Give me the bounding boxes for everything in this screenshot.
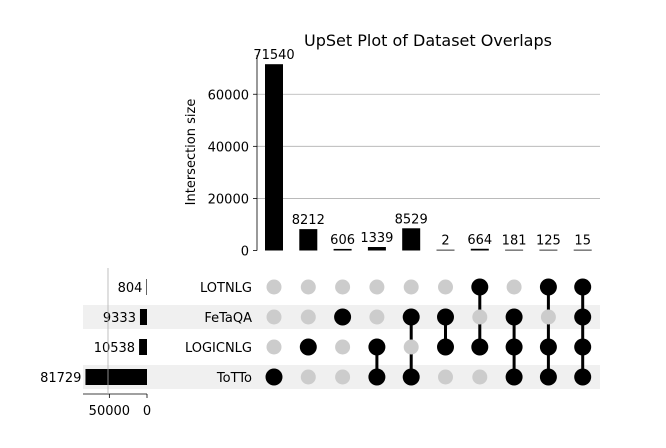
- set-size-bar: [146, 279, 147, 295]
- matrix-dot-inactive: [266, 309, 282, 325]
- matrix-dot-inactive: [540, 309, 556, 325]
- matrix-dot-inactive: [335, 369, 351, 385]
- matrix-dot-inactive: [300, 369, 316, 385]
- intersection-value-label: 2: [441, 234, 449, 249]
- intersection-bar: [265, 64, 283, 251]
- intersection-bar: [436, 249, 455, 251]
- matrix-dot-inactive: [300, 309, 316, 325]
- matrix-dot-active: [574, 338, 592, 356]
- chart-title: UpSet Plot of Dataset Overlaps: [304, 31, 552, 50]
- intersection-value-label: 181: [502, 234, 527, 249]
- intersection-bar: [333, 248, 352, 251]
- matrix-dot-active: [368, 338, 386, 356]
- set-size-tick-label: 50000: [89, 404, 130, 419]
- set-size-label: 10538: [94, 341, 135, 356]
- set-size-tick-label: 0: [143, 404, 151, 419]
- set-name-label: FeTaQA: [204, 311, 252, 326]
- set-size-label: 804: [118, 281, 143, 296]
- matrix-dot-active: [334, 308, 352, 326]
- matrix-dot-active: [574, 278, 592, 296]
- y-tick-label: 60000: [208, 88, 249, 103]
- intersection-bar: [299, 229, 318, 251]
- intersection-bar: [470, 248, 489, 251]
- intersection-value-label: 606: [330, 233, 355, 248]
- set-size-label: 9333: [103, 311, 136, 326]
- matrix-dot-active: [265, 368, 283, 386]
- intersection-value-label: 1339: [360, 231, 393, 246]
- intersection-value-label: 8212: [292, 213, 325, 228]
- set-size-label: 81729: [40, 371, 81, 386]
- matrix-dot-inactive: [403, 279, 419, 295]
- matrix-dot-active: [402, 308, 420, 326]
- matrix-dot-active: [437, 308, 454, 326]
- matrix-dot-active: [368, 368, 386, 386]
- y-tick-label: 40000: [208, 140, 249, 155]
- matrix-dot-inactive: [266, 339, 282, 355]
- set-name-label: LOTNLG: [200, 281, 252, 296]
- matrix-dot-inactive: [438, 369, 453, 385]
- intersection-bar: [367, 247, 386, 251]
- matrix-dot-active: [574, 308, 592, 326]
- intersection-value-label: 125: [536, 234, 561, 249]
- intersection-bar: [505, 249, 524, 251]
- matrix-dot-inactive: [472, 309, 488, 325]
- matrix-dot-inactive: [506, 279, 522, 295]
- set-size-bar: [139, 339, 147, 355]
- intersection-bar: [402, 228, 421, 251]
- matrix-dot-active: [437, 338, 454, 356]
- matrix-dot-active: [505, 338, 523, 356]
- matrix-dot-inactive: [472, 369, 488, 385]
- matrix-dot-active: [299, 338, 317, 356]
- intersection-value-label: 664: [467, 233, 492, 248]
- y-tick-label: 0: [241, 245, 249, 260]
- matrix-dot-inactive: [403, 339, 419, 355]
- intersection-value-label: 71540: [253, 48, 294, 63]
- matrix-dot-active: [574, 368, 592, 386]
- matrix-dot-inactive: [335, 339, 351, 355]
- set-name-label: LOGICNLG: [185, 341, 252, 356]
- matrix-dot-active: [505, 308, 523, 326]
- set-name-label: ToTTo: [216, 371, 252, 386]
- set-size-bar: [139, 309, 147, 325]
- matrix-dot-active: [402, 368, 420, 386]
- matrix-dot-active: [539, 338, 557, 356]
- matrix-dot-active: [539, 278, 557, 296]
- matrix-dot-inactive: [266, 279, 282, 295]
- intersection-bar: [573, 249, 592, 251]
- matrix-dot-inactive: [438, 279, 453, 295]
- intersection-value-label: 8529: [395, 212, 428, 227]
- set-size-bar: [85, 369, 147, 385]
- intersection-bar: [539, 249, 558, 251]
- matrix-dot-active: [471, 338, 489, 356]
- y-tick-label: 20000: [208, 192, 249, 207]
- matrix-dot-active: [539, 368, 557, 386]
- intersection-value-label: 15: [574, 234, 591, 249]
- matrix-dot-active: [471, 278, 489, 296]
- matrix-dot-inactive: [335, 279, 351, 295]
- matrix-dot-active: [505, 368, 523, 386]
- matrix-dot-inactive: [300, 279, 316, 295]
- matrix-dot-inactive: [369, 309, 385, 325]
- matrix-dot-inactive: [369, 279, 385, 295]
- y-axis-label: Intersection size: [184, 99, 199, 206]
